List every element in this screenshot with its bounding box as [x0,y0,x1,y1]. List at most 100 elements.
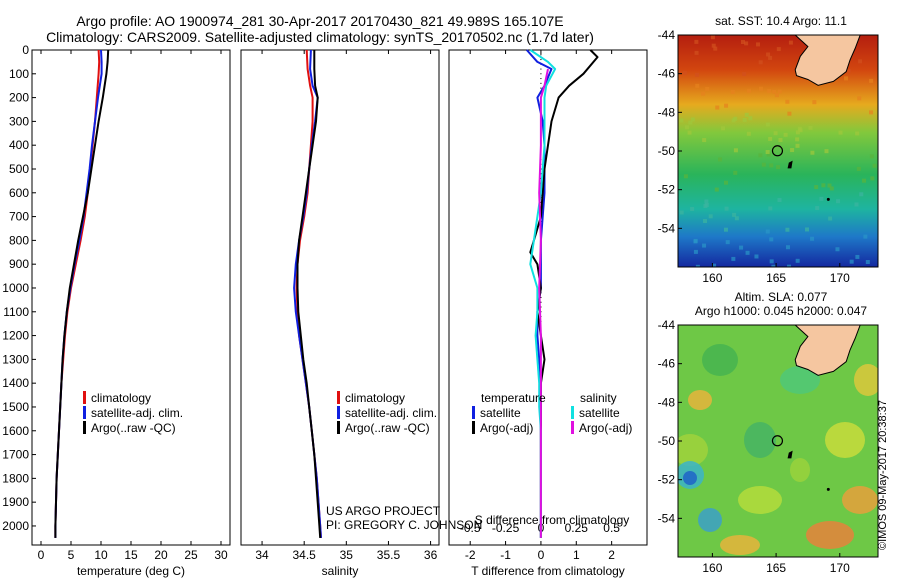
sst-pixel [773,131,778,136]
sst-pixel [703,219,708,224]
sst-pixel [869,110,874,115]
x-tick-label: 0 [538,548,545,562]
y-tick-label: 800 [9,233,29,247]
lon-tick-label: 165 [766,271,786,285]
sst-pixel [723,180,728,185]
sla-anomaly [698,508,722,532]
sst-pixel [742,117,747,122]
sst-pixel [769,163,774,168]
sst-pixel [838,130,843,135]
sst-pixel [758,60,763,65]
sst-pixel [855,131,860,136]
sst-pixel [704,199,709,204]
sst-pixel [695,72,700,77]
sst-pixel [768,55,773,60]
legend-swatch [83,406,86,419]
land-new-zealand [794,35,878,86]
sst-pixel [862,178,867,183]
x-tick-label: 0 [38,548,45,562]
sst-pixel [828,216,833,221]
sst-pixel [761,162,766,167]
sst-pixel [744,112,749,117]
lat-tick-label: -50 [658,434,676,448]
x-tick-label: 36 [424,548,438,562]
legend-label: Argo(..raw -QC) [91,421,176,435]
sst-pixel [747,88,752,93]
sst-pixel [723,227,728,232]
figure-title-line2: Climatology: CARS2009. Satellite-adjuste… [46,29,594,45]
sst-pixel [679,210,684,215]
legend-label: satellite-adj. clim. [91,406,183,420]
sst-pixel [766,52,771,57]
map-field [678,325,878,557]
sst-pixel [733,116,738,121]
legend-swatch [337,391,340,404]
sst-pixel [836,199,841,204]
y-tick-label: 1900 [2,495,29,509]
sst-pixel [835,247,840,252]
sst-pixel [824,149,829,154]
float-position-marker [771,435,784,447]
legend-label: satellite-adj. clim. [345,406,437,420]
y-tick-label: 2000 [2,519,29,533]
plot-frame [31,49,231,546]
sst-pixel [771,264,776,267]
x-tick-label: -2 [465,548,476,562]
zero-dot [540,296,542,299]
x-tick-label: 2 [608,548,615,562]
sst-pixel [711,43,716,48]
sst-pixel [858,59,863,64]
sst-pixel [718,157,723,162]
lat-tick-label: -44 [658,318,676,332]
y-tick-label: 1100 [3,305,29,319]
sst-pixel [777,89,782,94]
x-tick-label: -1 [500,548,511,562]
series-line-3 [296,50,322,538]
sst-pixel [695,264,700,267]
sst-pixel [766,152,771,157]
legend-label: Argo(-adj) [480,421,533,435]
sst-pixel [724,103,729,108]
x-tick-label: 10 [94,548,108,562]
x-tick-label: 5 [68,548,75,562]
sst-pixel [687,130,692,135]
x2-tick-label: 0.25 [565,521,589,535]
lon-tick-label: 170 [830,561,850,575]
x-tick-label: 34.5 [293,548,317,562]
sst-pixel [774,93,779,98]
sst-pixel [777,198,782,203]
sst-pixel [869,78,874,83]
sst-pixel [783,132,788,137]
y-tick-label: 500 [9,162,29,176]
zero-dot [540,68,542,70]
sst-pixel [739,245,744,250]
sla-anomaly [825,422,865,458]
sst-pixel [795,143,800,148]
sst-pixel [810,150,815,155]
sst-pixel [702,243,707,248]
zero-dot [540,49,542,51]
x-axis-label: temperature (deg C) [77,564,185,578]
sst-pixel [758,86,763,91]
sst-pixel [708,214,713,219]
sla-map: -44 -46 -48 -50 -52 -54 160 165 170 [658,318,879,575]
y-tick-label: 1000 [2,281,29,295]
sst-pixel [765,122,770,127]
sst-pixel [778,138,783,143]
x-tick-label: 15 [124,548,138,562]
sst-pixel [758,153,763,158]
sst-pixel [715,105,720,110]
sst-pixel [787,264,792,267]
sst-pixel [785,245,790,250]
y-tick-label: 300 [9,114,29,128]
sla-anomaly [688,390,712,410]
lat-tick-label: -46 [658,67,676,81]
sst-pixel [693,239,698,244]
sla-anomaly [678,434,708,466]
lat-tick-label: -48 [658,105,676,119]
x-tick-label: 25 [184,548,198,562]
timestamp-stamp: ©IMOS 09-May-2017 20:38:37 [877,400,889,550]
sst-pixel [740,40,745,45]
sst-pixel [754,254,759,259]
